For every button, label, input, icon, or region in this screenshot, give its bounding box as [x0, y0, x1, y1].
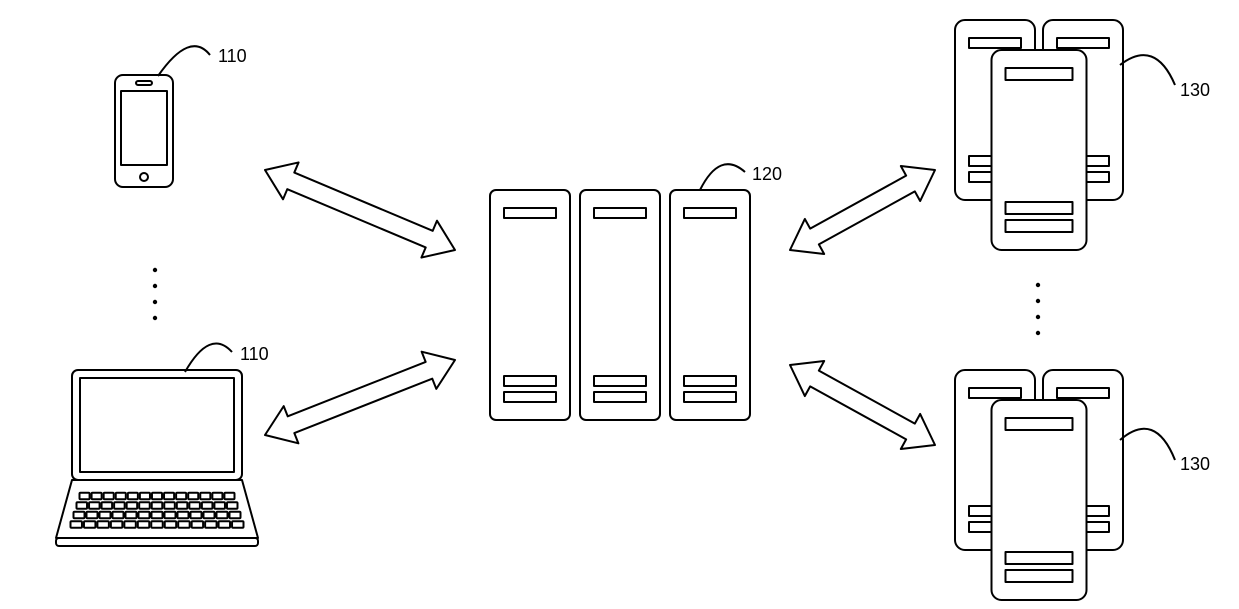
- server-unit: [992, 50, 1087, 250]
- ellipsis-right: [1036, 315, 1040, 319]
- leader-line: [700, 164, 745, 190]
- ellipsis-right: [1036, 331, 1040, 335]
- label-cluster-bottom: 130: [1180, 454, 1210, 474]
- server-cluster-bottom: [955, 370, 1123, 600]
- arrow-center-to-bottom: [790, 361, 935, 449]
- label-cluster-top: 130: [1180, 80, 1210, 100]
- server-unit: [490, 190, 570, 420]
- arrow-laptop-to-center: [265, 352, 455, 444]
- leader-line: [158, 46, 210, 76]
- ellipsis-right: [1036, 299, 1040, 303]
- ellipsis-left: [153, 300, 157, 304]
- arrow-center-to-top: [790, 166, 935, 254]
- arrow-phone-to-center: [265, 162, 455, 257]
- ellipsis-right: [1036, 283, 1040, 287]
- leader-line: [1120, 429, 1175, 460]
- server-unit: [670, 190, 750, 420]
- server-unit: [580, 190, 660, 420]
- ellipsis-left: [153, 284, 157, 288]
- label-phone: 110: [218, 46, 247, 66]
- label-laptop: 110: [240, 344, 269, 364]
- center-server-group: [490, 190, 750, 420]
- ellipsis-left: [153, 316, 157, 320]
- leader-line: [1120, 55, 1175, 85]
- ellipsis-left: [153, 268, 157, 272]
- laptop-device: [56, 370, 258, 546]
- label-center: 120: [752, 164, 782, 184]
- server-cluster-top: [955, 20, 1123, 250]
- server-unit: [992, 400, 1087, 600]
- leader-line: [185, 344, 232, 372]
- smartphone-device: [115, 75, 173, 187]
